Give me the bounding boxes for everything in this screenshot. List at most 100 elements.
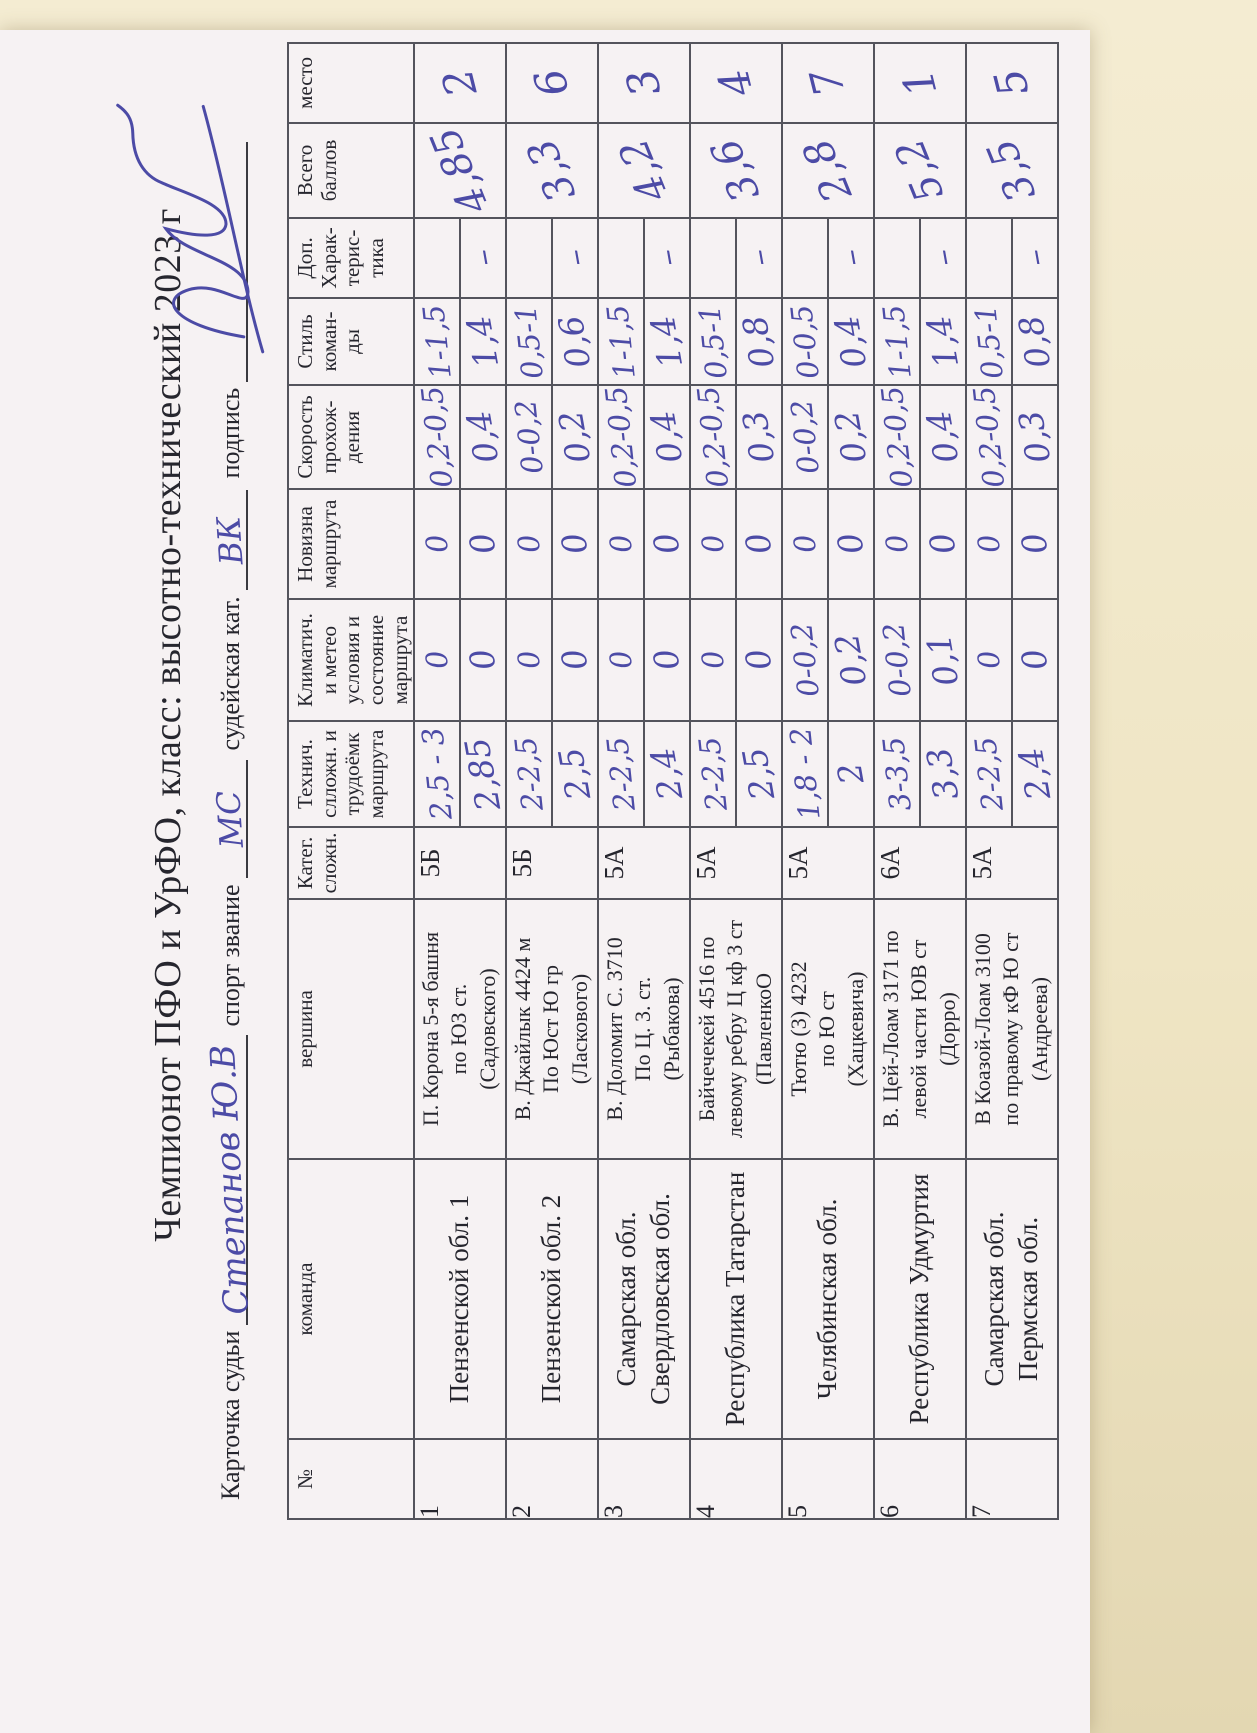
table-row: 2 Пензенской обл. 2 В. Джайлык 4424 м По… xyxy=(505,42,598,1519)
climate-range-cell: 0-0,2 xyxy=(873,599,920,721)
table-row: 1 Пензенской обл. 1 П. Корона 5-я башня … xyxy=(413,42,506,1519)
extra-range-cell xyxy=(689,217,736,298)
total-points-cell: 4,2 xyxy=(597,122,690,218)
novelty-range-cell: 0 xyxy=(505,489,552,599)
extra-value-cell: – xyxy=(919,217,966,298)
summit-description: В. Цей-Лоам 3171 по левой части ЮВ ст (Д… xyxy=(873,899,966,1159)
technical-value-cell: 2,5 xyxy=(551,721,598,827)
speed-value-cell: 0,3 xyxy=(735,384,782,489)
team-name: Пензенской обл. 2 xyxy=(505,1159,598,1439)
style-value-cell: 1,4 xyxy=(643,297,690,385)
difficulty-category: 5А xyxy=(781,827,874,899)
extra-value-cell: – xyxy=(643,217,690,298)
signature-field xyxy=(116,103,265,382)
climate-value-cell: 0,1 xyxy=(919,599,966,721)
climate-range-cell: 0 xyxy=(965,599,1012,721)
novelty-value-cell: 0 xyxy=(551,489,598,599)
style-range-cell: 0,5-1 xyxy=(689,297,736,385)
technical-range-cell: 2-2,5 xyxy=(505,721,552,827)
technical-range-cell: 2-2,5 xyxy=(689,721,736,827)
difficulty-category: 5А xyxy=(597,827,690,899)
technical-range-cell: 3-3,5 xyxy=(873,721,920,827)
speed-range-cell: 0-0,2 xyxy=(781,384,828,489)
row-number: 4 xyxy=(689,1439,782,1519)
summit-description: Тютю (3) 4232 по Ю ст (Хацкевича) xyxy=(781,899,874,1159)
novelty-value-cell: 0 xyxy=(735,489,782,599)
speed-value-cell: 0,4 xyxy=(919,384,966,489)
climate-value-cell: 0,2 xyxy=(827,599,874,721)
climate-range-cell: 0-0,2 xyxy=(781,599,828,721)
rank-label: спорт звание xyxy=(216,884,245,1027)
team-name: Самарская обл. Свердловская обл. xyxy=(597,1159,690,1439)
style-range-cell: 0,5-1 xyxy=(965,297,1012,385)
rank-handwriting: МС xyxy=(209,789,251,850)
speed-value-cell: 0,2 xyxy=(551,384,598,489)
technical-value-cell: 3,3 xyxy=(919,721,966,827)
judge-name-handwriting: Степанов Ю.В xyxy=(202,1043,258,1316)
extra-value-cell: – xyxy=(735,217,782,298)
extra-value-cell: – xyxy=(551,217,598,298)
style-range-cell: 1-1,5 xyxy=(413,297,460,385)
judge-card-line: Карточка судьи Степанов Ю.В спорт звание… xyxy=(116,103,265,1500)
col-header-speed: Скорость прохож- дения xyxy=(288,384,414,489)
speed-range-cell: 0,2-0,5 xyxy=(597,384,644,490)
total-points-cell: 3,5 xyxy=(965,122,1058,218)
extra-value-cell: – xyxy=(1011,217,1058,298)
novelty-value-cell: 0 xyxy=(643,489,690,599)
row-number: 5 xyxy=(781,1439,874,1519)
novelty-range-cell: 0 xyxy=(413,489,460,599)
novelty-value-cell: 0 xyxy=(919,489,966,599)
table-row: 7 Самарская обл. Пермская обл. В Коазой-… xyxy=(965,42,1058,1519)
total-points-cell: 3,3 xyxy=(505,122,598,218)
difficulty-category: 5А xyxy=(689,827,782,899)
difficulty-category: 5Б xyxy=(413,827,506,899)
technical-value-cell: 2,4 xyxy=(1011,721,1058,827)
table-row: 5 Челябинская обл. Тютю (3) 4232 по Ю ст… xyxy=(781,42,874,1519)
col-header-technical: Технич. слложн. и трудоёмк маршрута xyxy=(288,721,414,827)
summit-description: Байчечекей 4516 по левому ребру Ц кф 3 с… xyxy=(689,899,782,1159)
climate-value-cell: 0 xyxy=(551,599,598,721)
total-points-cell: 2,8 xyxy=(781,122,874,218)
card-label: Карточка судьи xyxy=(216,1330,245,1500)
summit-description: П. Корона 5-я башня по ЮЗ ст. (Садовског… xyxy=(413,899,506,1159)
extra-range-cell xyxy=(965,217,1012,298)
climate-value-cell: 0 xyxy=(459,599,506,721)
technical-value-cell: 2 xyxy=(827,721,874,827)
team-name: Челябинская обл. xyxy=(781,1159,874,1439)
place-cell: 7 xyxy=(781,42,874,123)
style-range-cell: 0-0,5 xyxy=(781,297,828,385)
place-cell: 3 xyxy=(597,42,690,123)
summit-description: В. Джайлык 4424 м По Юст Ю гр (Ласкового… xyxy=(505,899,598,1159)
judge-category-handwriting: ВК xyxy=(209,514,251,566)
technical-range-cell: 1,8 - 2 xyxy=(781,721,828,827)
document-page: Чемпионот ПФО и УрФО, класс: высотно-тех… xyxy=(0,30,1090,1733)
col-header-climate: Климатич. и метео условия и состояние ма… xyxy=(288,599,414,721)
row-number: 2 xyxy=(505,1439,598,1519)
climate-value-cell: 0 xyxy=(735,599,782,721)
style-value-cell: 1,4 xyxy=(459,297,506,385)
climate-range-cell: 0 xyxy=(505,599,552,721)
col-header-style: Стиль коман- ды xyxy=(288,297,414,385)
row-number: 6 xyxy=(873,1439,966,1519)
technical-value-cell: 2,4 xyxy=(643,721,690,827)
climate-range-cell: 0 xyxy=(689,599,736,721)
place-cell: 6 xyxy=(505,42,598,123)
signature-label: подпись xyxy=(216,387,245,479)
climate-range-cell: 0 xyxy=(413,599,460,721)
summit-description: В Коазой-Лоам 3100 по правому кФ Ю ст (А… xyxy=(965,899,1058,1159)
row-number: 7 xyxy=(965,1439,1058,1519)
technical-range-cell: 2-2,5 xyxy=(597,721,644,827)
speed-range-cell: 0,2-0,5 xyxy=(965,384,1012,490)
style-range-cell: 0,5-1 xyxy=(505,297,552,385)
climate-value-cell: 0 xyxy=(643,599,690,721)
row-number: 1 xyxy=(413,1439,506,1519)
place-cell: 1 xyxy=(873,42,966,123)
col-header-summit: вершина xyxy=(288,899,414,1159)
style-value-cell: 0,8 xyxy=(1011,297,1058,385)
style-range-cell: 1-1,5 xyxy=(597,297,644,385)
place-cell: 5 xyxy=(965,42,1058,123)
summit-description: В. Доломит С. 3710 По Ц. 3. ст. (Рыбаков… xyxy=(597,899,690,1159)
col-header-num: № xyxy=(288,1439,414,1519)
team-name: Республика Татарстан xyxy=(689,1159,782,1439)
place-cell: 4 xyxy=(689,42,782,123)
